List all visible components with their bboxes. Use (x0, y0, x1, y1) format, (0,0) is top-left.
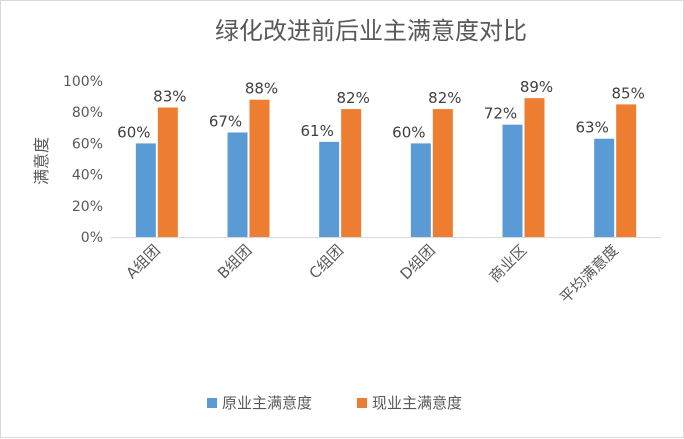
x-category-label: 商业区 (486, 241, 531, 286)
y-axis-ticks: 0% 20% 40% 60% 80% 100% (63, 74, 103, 246)
legend: 原业主满意度 现业主满意度 (207, 394, 462, 412)
bar-after (157, 107, 178, 238)
data-label: 63% (575, 119, 608, 137)
data-label: 89% (520, 78, 553, 96)
data-label: 85% (611, 84, 644, 102)
y-tick-label: 80% (72, 105, 103, 121)
legend-label: 现业主满意度 (372, 394, 462, 412)
data-label: 61% (300, 122, 333, 140)
data-label: 82% (428, 89, 461, 107)
data-label: 88% (245, 80, 278, 98)
data-labels-group: 60%83%67%88%61%82%60%82%72%89%63%85% (117, 78, 645, 141)
y-tick-label: 20% (72, 199, 103, 215)
x-category-label: C组团 (306, 241, 347, 282)
legend-swatch (207, 398, 217, 408)
data-label: 82% (336, 89, 369, 107)
bar-after (616, 104, 637, 238)
data-label: 60% (392, 123, 425, 141)
x-category-label: 平均满意度 (556, 241, 622, 307)
y-tick-label: 100% (63, 74, 103, 90)
bar-after (432, 109, 453, 237)
x-category-label: B组团 (214, 241, 255, 282)
x-category-label: A组团 (122, 241, 163, 282)
data-label: 67% (209, 112, 242, 130)
legend-label: 原业主满意度 (222, 394, 312, 412)
bar-before (410, 143, 431, 237)
legend-swatch (357, 398, 367, 408)
bar-after (341, 109, 362, 237)
y-tick-label: 60% (72, 136, 103, 152)
data-label: 83% (153, 88, 186, 106)
bar-after (249, 99, 270, 237)
bar-before (319, 141, 340, 237)
y-axis-label: 满意度 (32, 137, 51, 185)
bars-group (135, 98, 637, 238)
bar-after (524, 98, 545, 237)
y-tick-label: 0% (81, 230, 103, 246)
x-axis-categories: A组团 B组团 C组团 D组团 商业区 平均满意度 (122, 241, 622, 307)
bar-before (502, 124, 523, 237)
bar-before (594, 138, 615, 237)
data-label: 72% (484, 105, 517, 123)
data-label: 60% (117, 123, 150, 141)
y-tick-label: 40% (72, 168, 103, 184)
bar-before (227, 132, 248, 237)
x-category-label: D组团 (397, 241, 439, 283)
chart-title: 绿化改进前后业主满意度对比 (215, 17, 527, 45)
bar-before (135, 143, 156, 237)
